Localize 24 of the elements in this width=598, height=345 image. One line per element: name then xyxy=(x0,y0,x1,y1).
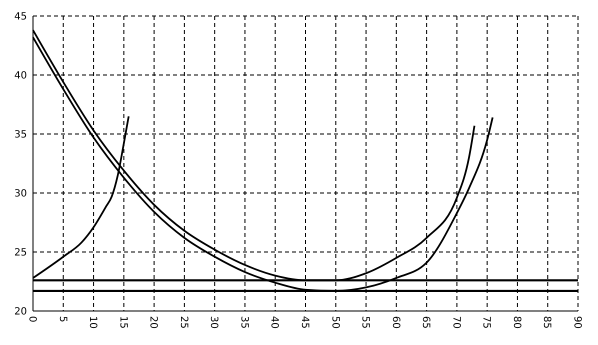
x-tick-label: 5 xyxy=(56,316,68,322)
x-tick-label: 20 xyxy=(148,316,159,329)
x-tick-label: 35 xyxy=(238,316,250,329)
y-tick-label: 25 xyxy=(14,248,27,258)
x-tick-label: 45 xyxy=(299,316,310,329)
x-tick-label: 55 xyxy=(360,316,371,329)
x-tick-label: 90 xyxy=(572,316,582,329)
x-tick-label: 70 xyxy=(450,316,462,329)
y-tick-label: 45 xyxy=(14,12,27,22)
x-tick-label: 40 xyxy=(268,316,280,329)
x-tick-label: 80 xyxy=(510,316,522,329)
x-tick-label: 30 xyxy=(208,316,220,329)
x-tick-label: 50 xyxy=(329,316,340,329)
x-tick-label: 0 xyxy=(26,316,38,322)
x-tick-label: 60 xyxy=(390,316,401,329)
x-tick-label: 65 xyxy=(420,316,432,329)
x-tick-label: 85 xyxy=(541,316,552,329)
x-tick-label: 25 xyxy=(178,316,189,329)
x-tick-label: 15 xyxy=(117,316,128,329)
y-tick-label: 30 xyxy=(14,188,27,200)
y-tick-label: 35 xyxy=(14,130,27,140)
x-tick-label: 75 xyxy=(480,316,492,329)
y-tick-label: 40 xyxy=(14,70,27,82)
x-tick-label: 10 xyxy=(87,316,98,329)
